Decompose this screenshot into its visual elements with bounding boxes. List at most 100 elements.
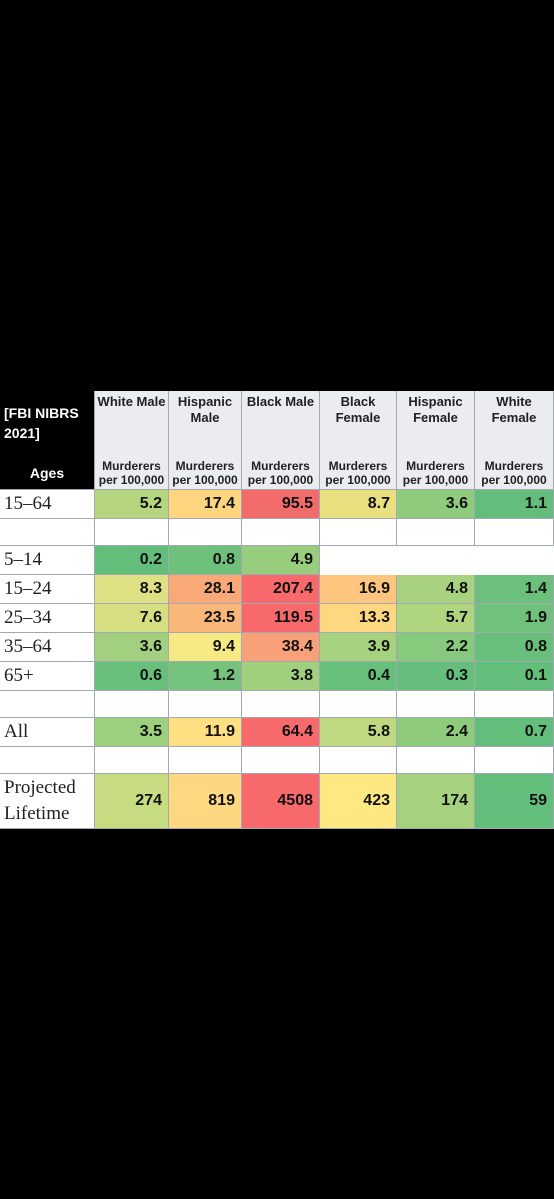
corner-label: Ages [29, 465, 65, 481]
blank-cell [475, 691, 554, 718]
value-cell: 4.9 [242, 546, 320, 575]
value-cell: 0.3 [397, 662, 475, 691]
blank-cell [242, 519, 320, 546]
value-cell: 3.5 [95, 718, 169, 747]
column-header: White Female Murderers per 100,000 [475, 391, 554, 490]
blank-cell [397, 691, 475, 718]
data-row: Projected Lifetime 274 819 4508 423 174 59 [0, 774, 554, 829]
value-cell: 1.4 [475, 575, 554, 604]
value-cell: 9.4 [169, 633, 242, 662]
value-cell: 8.3 [95, 575, 169, 604]
value-cell: 274 [95, 774, 169, 829]
value-cell: 23.5 [169, 604, 242, 633]
column-name: Hispanic Female [408, 394, 463, 425]
data-row: 65+ 0.6 1.2 3.8 0.4 0.3 0.1 [0, 662, 554, 691]
header-row: [FBI NIBRS 2021] Ages White Male Murderers … [0, 391, 554, 490]
column-unit: Murderers per 100,000 [247, 459, 314, 487]
data-row: 35–64 3.6 9.4 38.4 3.9 2.2 0.8 [0, 633, 554, 662]
corner-header: [FBI NIBRS 2021] Ages [0, 391, 95, 490]
value-cell: 4.8 [397, 575, 475, 604]
blank-cell [0, 747, 95, 774]
value-cell: 5.8 [320, 718, 397, 747]
column-name: Hispanic Male [177, 394, 233, 425]
value-cell: 819 [169, 774, 242, 829]
value-cell: 5.7 [397, 604, 475, 633]
value-cell: 2.4 [397, 718, 475, 747]
value-cell: 1.2 [169, 662, 242, 691]
value-cell: 1.1 [475, 490, 554, 519]
value-cell: 0.4 [320, 662, 397, 691]
value-cell: 423 [320, 774, 397, 829]
value-cell: 3.6 [95, 633, 169, 662]
data-row: 15–64 5.2 17.4 95.5 8.7 3.6 1.1 [0, 490, 554, 519]
value-cell: 64.4 [242, 718, 320, 747]
corner-title: [FBI NIBRS 2021] [4, 405, 79, 441]
column-header: Hispanic Female Murderers per 100,000 [397, 391, 475, 490]
value-cell: 3.9 [320, 633, 397, 662]
row-label: 15–24 [0, 575, 95, 604]
value-cell: 17.4 [169, 490, 242, 519]
blank-cell [95, 747, 169, 774]
row-label: 15–64 [0, 490, 95, 519]
blank-cell [0, 691, 95, 718]
column-header: Black Female Murderers per 100,000 [320, 391, 397, 490]
row-label: 65+ [0, 662, 95, 691]
blank-cell [169, 519, 242, 546]
value-cell: 38.4 [242, 633, 320, 662]
value-cell: 3.8 [242, 662, 320, 691]
column-header: Hispanic Male Murderers per 100,000 [169, 391, 242, 490]
value-cell: 5.2 [95, 490, 169, 519]
blank-cell [320, 747, 397, 774]
value-cell: 174 [397, 774, 475, 829]
column-name: Black Female [335, 394, 381, 425]
value-cell: 8.7 [320, 490, 397, 519]
empty-cell [397, 546, 475, 575]
empty-cell [475, 546, 554, 575]
column-header: Black Male Murderers per 100,000 [242, 391, 320, 490]
blank-cell [95, 519, 169, 546]
blank-cell [320, 691, 397, 718]
value-cell: 3.6 [397, 490, 475, 519]
blank-cell [475, 519, 554, 546]
value-cell: 13.3 [320, 604, 397, 633]
value-cell: 119.5 [242, 604, 320, 633]
value-cell: 0.6 [95, 662, 169, 691]
value-cell: 59 [475, 774, 554, 829]
blank-cell [397, 519, 475, 546]
value-cell: 16.9 [320, 575, 397, 604]
value-cell: 7.6 [95, 604, 169, 633]
blank-cell [169, 691, 242, 718]
table: [FBI NIBRS 2021] Ages White Male Murderers … [0, 391, 554, 829]
column-name: White Male [97, 394, 166, 409]
value-cell: 28.1 [169, 575, 242, 604]
value-cell: 0.1 [475, 662, 554, 691]
value-cell: 2.2 [397, 633, 475, 662]
data-row: 15–24 8.3 28.1 207.4 16.9 4.8 1.4 [0, 575, 554, 604]
value-cell: 4508 [242, 774, 320, 829]
data-row: 25–34 7.6 23.5 119.5 13.3 5.7 1.9 [0, 604, 554, 633]
blank-cell [242, 691, 320, 718]
data-row: 5–14 0.2 0.8 4.9 [0, 546, 554, 575]
row-label: All [0, 718, 95, 747]
value-cell: 0.2 [95, 546, 169, 575]
blank-cell [95, 691, 169, 718]
blank-cell [397, 747, 475, 774]
row-label: 25–34 [0, 604, 95, 633]
value-cell: 11.9 [169, 718, 242, 747]
blank-cell [242, 747, 320, 774]
row-label: 5–14 [0, 546, 95, 575]
value-cell: 0.7 [475, 718, 554, 747]
empty-cell [320, 546, 397, 575]
blank-cell [169, 747, 242, 774]
blank-cell [0, 519, 95, 546]
column-name: Black Male [246, 394, 315, 409]
row-label: 35–64 [0, 633, 95, 662]
column-unit: Murderers per 100,000 [172, 459, 238, 487]
blank-cell [320, 519, 397, 546]
blank-row [0, 747, 554, 774]
column-unit: Murderers per 100,000 [402, 459, 469, 487]
column-unit: Murderers per 100,000 [98, 459, 165, 487]
blank-cell [475, 747, 554, 774]
column-header: White Male Murderers per 100,000 [95, 391, 169, 490]
